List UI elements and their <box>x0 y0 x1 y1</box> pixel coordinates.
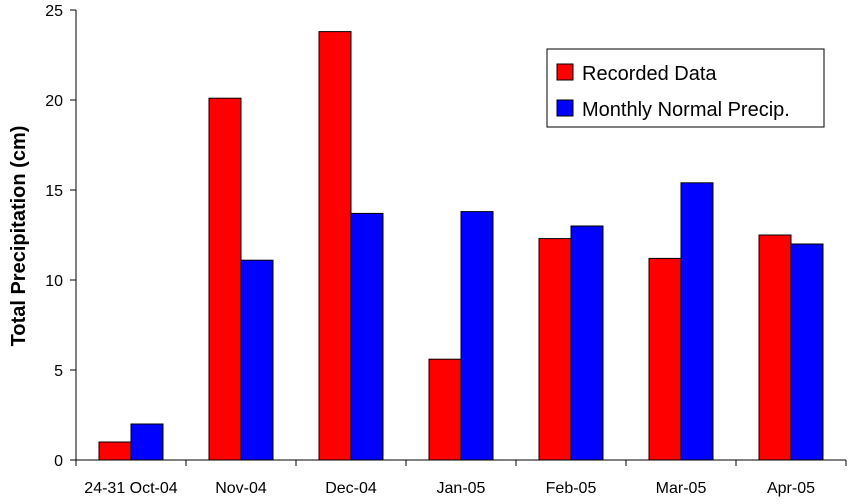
axes <box>70 9 847 466</box>
bar-normal <box>680 182 714 461</box>
x-tick-label: Dec-04 <box>325 480 377 497</box>
bar-recorded <box>428 358 462 461</box>
y-tick-label: 15 <box>45 183 63 200</box>
bar-recorded <box>318 31 352 461</box>
x-tick-label: Apr-05 <box>767 480 815 497</box>
bar-normal <box>240 259 274 461</box>
bar-normal <box>130 423 164 461</box>
y-tick-label: 0 <box>54 453 63 470</box>
y-axis-label: Total Precipitation (cm) <box>8 126 30 347</box>
bar-normal <box>460 211 494 461</box>
legend: Recorded Data Monthly Normal Precip. <box>546 48 825 128</box>
legend-label-recorded: Recorded Data <box>582 63 717 85</box>
bar-normal <box>570 225 604 461</box>
y-tick-label: 5 <box>54 363 63 380</box>
y-tick-label: 25 <box>45 3 63 20</box>
bars <box>98 31 824 461</box>
x-tick-label: Mar-05 <box>656 480 707 497</box>
x-tick-label: Nov-04 <box>215 480 267 497</box>
y-tick-label: 10 <box>45 273 63 290</box>
x-tick-label: Jan-05 <box>437 480 486 497</box>
legend-label-normal: Monthly Normal Precip. <box>582 99 790 121</box>
x-tick-label: Feb-05 <box>546 480 597 497</box>
bar-normal <box>790 243 824 461</box>
bar-normal <box>350 212 384 461</box>
y-tick-labels: 0 5 10 15 20 25 <box>45 3 63 470</box>
x-tick-labels: 24-31 Oct-04 Nov-04 Dec-04 Jan-05 Feb-05 Mar-… <box>84 480 815 497</box>
bar-recorded <box>538 238 572 461</box>
bar-recorded <box>758 234 792 461</box>
bar-recorded <box>208 97 242 461</box>
bar-recorded <box>648 257 682 461</box>
legend-swatch-normal <box>556 99 574 117</box>
x-tick-label: 24-31 Oct-04 <box>84 480 177 497</box>
bar-recorded <box>98 441 132 461</box>
legend-box <box>546 48 825 128</box>
legend-swatch-recorded <box>556 63 574 81</box>
y-tick-label: 20 <box>45 93 63 110</box>
